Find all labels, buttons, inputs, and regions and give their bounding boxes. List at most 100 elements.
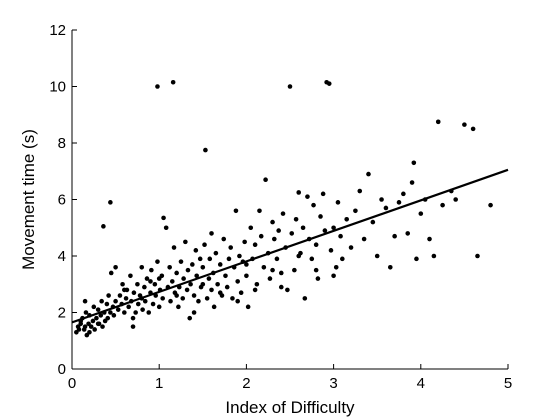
data-point — [396, 200, 402, 205]
data-point — [196, 298, 201, 304]
data-point — [340, 256, 345, 262]
data-point — [248, 225, 254, 231]
data-point — [184, 287, 190, 293]
data-point — [328, 248, 334, 253]
data-point — [320, 191, 326, 197]
data-point — [176, 304, 181, 310]
data-point — [94, 315, 99, 321]
data-point — [322, 228, 328, 233]
data-point — [293, 216, 299, 222]
data-point — [280, 211, 286, 216]
data-point — [370, 219, 376, 225]
data-point — [353, 208, 358, 214]
data-point — [149, 267, 154, 273]
data-point — [374, 253, 380, 259]
data-point — [285, 287, 290, 293]
data-point — [152, 281, 158, 287]
data-point — [300, 225, 306, 231]
data-point — [238, 290, 244, 296]
data-point — [267, 276, 273, 281]
data-point — [318, 214, 323, 219]
data-point — [185, 267, 191, 273]
data-point — [292, 267, 297, 273]
data-point — [379, 197, 384, 202]
data-point — [237, 253, 242, 259]
data-point — [144, 276, 150, 281]
data-point — [117, 293, 123, 298]
data-point — [207, 256, 213, 262]
data-point — [104, 301, 110, 307]
data-point — [191, 310, 197, 315]
data-point — [392, 233, 397, 239]
data-point — [111, 313, 117, 318]
x-tick-label: 4 — [417, 375, 425, 392]
data-point — [311, 202, 316, 208]
data-point — [108, 270, 114, 276]
data-point — [289, 231, 295, 236]
data-point — [213, 250, 219, 256]
data-point — [287, 84, 293, 89]
data-point — [242, 239, 247, 245]
data-point — [331, 225, 336, 231]
data-point — [383, 205, 389, 211]
data-point — [200, 281, 206, 287]
data-point — [258, 233, 264, 239]
data-point — [99, 298, 104, 304]
data-point — [224, 284, 230, 290]
data-point — [274, 256, 280, 262]
data-point — [167, 265, 172, 270]
data-point — [223, 273, 228, 279]
data-point — [209, 287, 214, 293]
data-point — [133, 310, 138, 315]
y-tick-label: 0 — [58, 361, 66, 378]
data-point — [313, 242, 319, 247]
data-point — [126, 304, 131, 310]
data-point — [98, 313, 104, 318]
fit-line — [71, 168, 509, 324]
data-point — [233, 208, 239, 214]
data-point — [130, 324, 136, 329]
data-point — [263, 177, 268, 183]
data-point — [88, 324, 94, 329]
data-point — [335, 200, 341, 205]
y-tick-label: 6 — [58, 192, 66, 209]
data-point — [357, 188, 363, 194]
data-point — [270, 219, 275, 225]
data-point — [440, 202, 445, 208]
data-point — [226, 256, 232, 262]
data-point — [405, 231, 411, 236]
data-point — [401, 191, 406, 197]
data-point — [315, 276, 321, 281]
data-point — [115, 307, 121, 312]
data-point — [155, 259, 160, 264]
data-point — [150, 301, 156, 307]
data-point — [123, 296, 129, 301]
x-axis-label: Index of Difficulty — [225, 398, 355, 417]
data-point — [101, 224, 106, 229]
data-point — [139, 265, 145, 270]
data-point — [168, 298, 173, 304]
data-point — [215, 281, 220, 287]
data-point — [462, 122, 467, 127]
data-point — [148, 279, 153, 284]
data-point — [326, 81, 332, 86]
data-point — [181, 276, 186, 281]
data-point — [366, 171, 371, 177]
data-point — [171, 245, 177, 250]
data-point — [187, 315, 193, 321]
data-point — [244, 262, 249, 267]
data-point — [191, 293, 197, 298]
data-point — [475, 253, 480, 259]
data-point — [296, 190, 302, 195]
data-point — [221, 236, 227, 242]
data-point — [130, 315, 136, 321]
data-point — [348, 245, 354, 250]
data-point — [155, 84, 160, 89]
data-point — [230, 296, 235, 301]
data-point — [140, 307, 145, 312]
data-point — [261, 265, 267, 270]
data-point — [235, 298, 240, 304]
data-point — [204, 296, 210, 301]
data-point — [122, 287, 127, 293]
data-point — [194, 273, 199, 279]
